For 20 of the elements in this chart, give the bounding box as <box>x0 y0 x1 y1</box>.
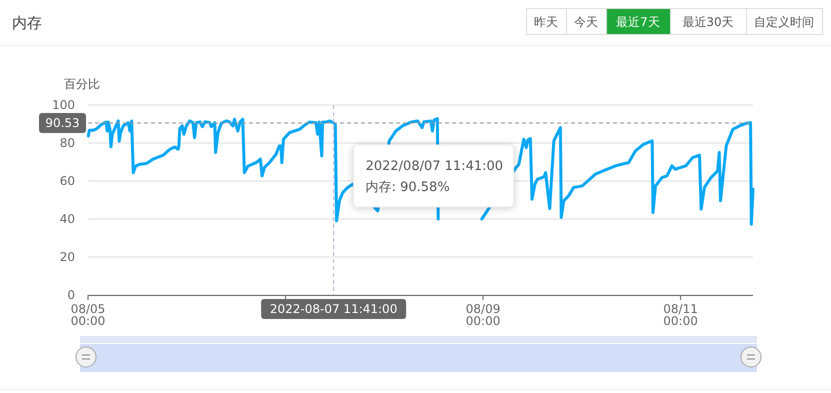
button: 最近30天 <box>670 8 747 35</box>
button: 自定义时间 <box>746 8 823 35</box>
y-tick-label: 0 <box>67 288 75 302</box>
x-tick-label: 08/05 00:00 <box>70 302 106 328</box>
annotation: 2022/08/07 11:41:00 内存: 90.58% <box>366 158 504 195</box>
x-tick-label: 08/09 00:00 <box>466 302 500 328</box>
tooltip: 2022/08/07 11:41:00 内存: 90.58% <box>353 144 514 208</box>
y-tick-label: 80 <box>60 136 75 150</box>
y-tick-label: 100 <box>52 98 75 112</box>
button: 今天 <box>566 8 607 35</box>
y-axis-title: 百分比 <box>64 77 100 91</box>
ref-line-label: 90.53 <box>45 116 80 130</box>
x-tick-label: 08/11 00:00 <box>663 302 698 328</box>
button: 昨天 <box>526 8 567 35</box>
y-tick-label: 20 <box>60 250 75 264</box>
button: 最近7天 <box>606 8 671 35</box>
chart-title: 内存 <box>12 14 42 32</box>
y-tick-label: 40 <box>60 212 75 226</box>
y-tick-label: 60 <box>60 174 75 188</box>
ref-line-label: 2022-08-07 11:41:00 <box>270 302 398 316</box>
